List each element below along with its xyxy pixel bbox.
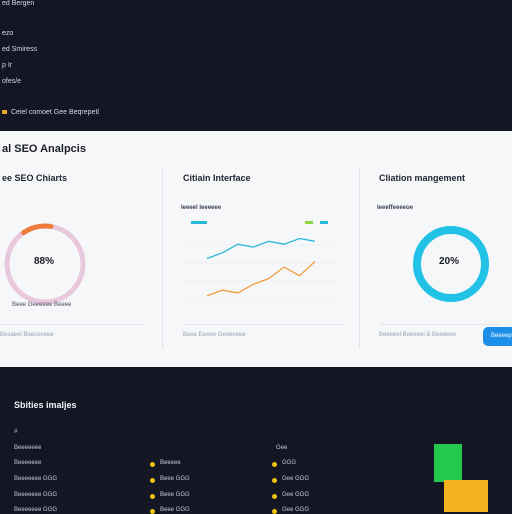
top-line-5: ofes/e bbox=[2, 78, 22, 85]
list-item[interactable]: Beee GGG bbox=[160, 492, 190, 498]
donut-chart-1 bbox=[4, 223, 86, 305]
list-item[interactable]: Beee GGG bbox=[160, 476, 190, 482]
green-bar bbox=[434, 444, 462, 482]
list-item[interactable]: Beeeeeee bbox=[14, 460, 42, 466]
donut-value: 20% bbox=[439, 256, 460, 267]
series-line bbox=[206, 237, 316, 260]
list-item[interactable]: Gee GGG bbox=[282, 476, 310, 482]
top-accent-text: Ceiel comoet Gee Beqrepetl bbox=[11, 109, 99, 116]
seo-analysis-panel: al SEO Analpcis ee SEO Chiarts 88% Beee … bbox=[0, 131, 512, 367]
card-title: Cliation mangement bbox=[379, 173, 466, 183]
top-line-2: ezo bbox=[2, 30, 14, 37]
top-line-4: p Ir bbox=[2, 62, 13, 69]
top-line-3: ed Smiress bbox=[2, 46, 38, 53]
top-info-area: ed Bergen ezo ed Smiress p Ir ofes/e Cei… bbox=[0, 0, 512, 128]
card-title: ee SEO Chiarts bbox=[2, 173, 68, 183]
section-title: Sbities imaljes bbox=[14, 400, 77, 410]
bullet-icon bbox=[150, 478, 155, 483]
list-item[interactable]: GGG bbox=[282, 460, 297, 466]
top-line-1: ed Bergen bbox=[2, 0, 35, 7]
action-button[interactable]: Beeeep bbox=[483, 327, 512, 346]
bullet-icon bbox=[272, 494, 277, 499]
legend-swatch bbox=[191, 221, 207, 224]
card-footer: Beee Eeeee Geeeeeee bbox=[183, 332, 246, 338]
series-line bbox=[206, 260, 316, 297]
list-item: Gee bbox=[276, 445, 288, 451]
citation-management-card[interactable]: Cliation mangement Ieeeffeeeeoe 20% Beee… bbox=[361, 169, 512, 359]
bullet-icon bbox=[272, 462, 277, 467]
donut-caption: Beee Geeeeee Beeee bbox=[12, 302, 72, 308]
card-divider bbox=[379, 324, 499, 325]
list-item[interactable]: Beee GGG bbox=[160, 507, 190, 513]
card-subtitle: Ieeeffeeeeoe bbox=[377, 205, 414, 211]
bullet-icon bbox=[150, 462, 155, 467]
legend-swatch bbox=[320, 221, 328, 224]
bullet-icon bbox=[150, 494, 155, 499]
accent-dot-icon bbox=[2, 110, 7, 115]
card-footer: Beeeeel Beeeeel & Beeeeee bbox=[379, 332, 457, 338]
card-divider bbox=[0, 324, 144, 325]
statistics-section: Sbities imaljes # Beeeeeee Beeeeeee Beee… bbox=[0, 367, 512, 514]
donut-slice bbox=[21, 223, 54, 236]
divider bbox=[359, 169, 360, 349]
bullet-icon bbox=[272, 478, 277, 483]
list-item[interactable]: Beeeeeee bbox=[14, 445, 42, 451]
list-item[interactable]: Beeeee bbox=[160, 460, 181, 466]
donut-chart-2 bbox=[413, 226, 489, 302]
yellow-bar bbox=[444, 480, 488, 512]
divider bbox=[162, 169, 163, 349]
card-footer: Besaeel Beeceeeee bbox=[0, 332, 54, 338]
list-item: # bbox=[14, 429, 18, 435]
card-divider bbox=[183, 324, 343, 325]
card-subtitle: Ieeeel Ieeeeee bbox=[181, 205, 222, 211]
line-chart bbox=[185, 221, 335, 300]
donut-value: 88% bbox=[34, 256, 55, 267]
list-item[interactable]: Beeeeeee GGG bbox=[14, 492, 58, 498]
panel-title: al SEO Analpcis bbox=[2, 143, 86, 155]
card-title: Citiain Interface bbox=[183, 173, 251, 183]
legend-swatch bbox=[305, 221, 313, 224]
interface-card[interactable]: Citiain Interface Ieeeel Ieeeeee Beee Ee… bbox=[165, 169, 358, 359]
top-accent-line: Ceiel comoet Gee Beqrepetl bbox=[2, 109, 99, 116]
list-item[interactable]: Gee GGG bbox=[282, 507, 310, 513]
list-item[interactable]: Gee GGG bbox=[282, 492, 310, 498]
donut-slice bbox=[413, 226, 489, 302]
list-item[interactable]: Beeeeeee GGG bbox=[14, 476, 58, 482]
donut-slice bbox=[4, 223, 86, 305]
list-item[interactable]: Beeeeeee GGG bbox=[14, 507, 58, 513]
seo-charts-card[interactable]: ee SEO Chiarts 88% Beee Geeeeee Beeee Be… bbox=[0, 169, 160, 359]
